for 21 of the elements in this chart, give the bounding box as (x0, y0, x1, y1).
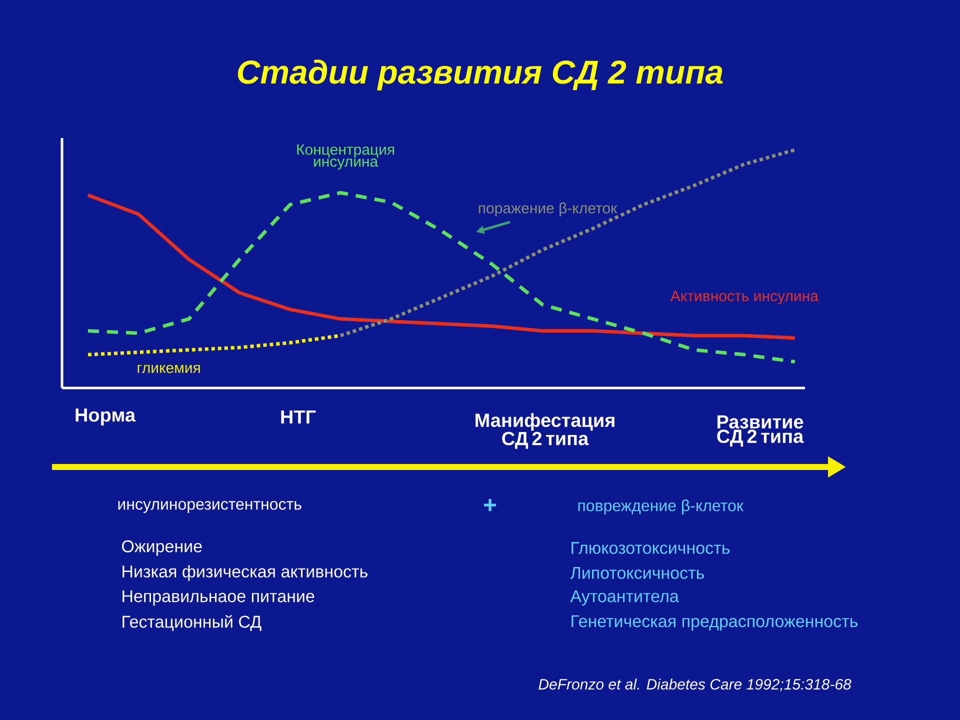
text: инсулинорезистентность (118, 501, 302, 513)
text: Норма (76, 408, 136, 426)
text: DeFronzo et al. Diabetes Care 1992;15:318-68 (538, 678, 852, 692)
text: Развитие СД 2 типа (717, 415, 804, 447)
text: Аутоантитела (570, 590, 679, 606)
text: Генетическая предрасположенность (572, 615, 858, 631)
text: Глюкозотоксичность (572, 542, 730, 554)
text: Низкая физическая активность (122, 565, 368, 581)
series-label: гликемия (138, 364, 200, 374)
text: Ожирение (122, 540, 202, 556)
text: Активность инсулина (670, 290, 818, 304)
text: + (484, 498, 496, 512)
series-label: поражение β-клеток (478, 202, 618, 216)
chart-title: Стадии развития СД 2 типа (238, 60, 723, 90)
text: Концентрация инсулина (297, 144, 394, 170)
text: Гестационный СД (122, 614, 262, 631)
text: повреждение β-клеток (578, 500, 744, 514)
text: Липотоксичность (570, 567, 704, 579)
text: Манифестация СД 2 типа (476, 413, 614, 449)
text: Неправильнаое питание (122, 590, 314, 606)
text: НТГ (281, 410, 316, 424)
